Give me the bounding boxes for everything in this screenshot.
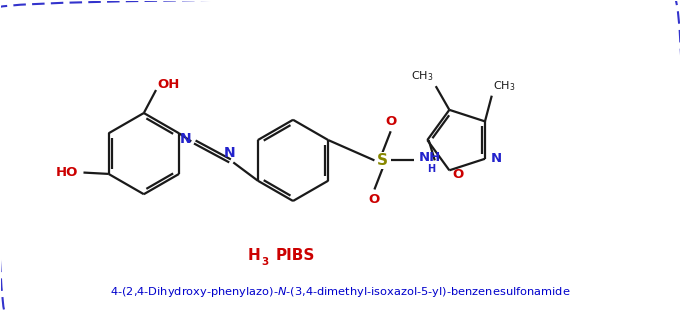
Text: H: H xyxy=(427,164,435,174)
Text: S: S xyxy=(377,153,388,168)
Text: OH: OH xyxy=(157,78,180,91)
Text: N: N xyxy=(179,133,191,146)
Text: O: O xyxy=(453,168,464,181)
Text: NH: NH xyxy=(419,150,441,164)
Text: 4-(2,4-Dihydroxy-phenylazo)-$\mathit{N}$-(3,4-dimethyl-isoxazol-5-yI)-benzenesul: 4-(2,4-Dihydroxy-phenylazo)-$\mathit{N}$… xyxy=(110,285,571,299)
Text: O: O xyxy=(369,193,380,206)
Text: N: N xyxy=(224,146,236,160)
Text: O: O xyxy=(385,115,396,128)
Text: N: N xyxy=(490,152,501,165)
Text: PIBS: PIBS xyxy=(276,248,315,263)
Text: 3: 3 xyxy=(261,257,268,267)
Text: CH$_3$: CH$_3$ xyxy=(411,70,433,84)
Text: CH$_3$: CH$_3$ xyxy=(493,79,516,93)
Text: HO: HO xyxy=(56,166,78,179)
Text: H: H xyxy=(247,248,260,263)
